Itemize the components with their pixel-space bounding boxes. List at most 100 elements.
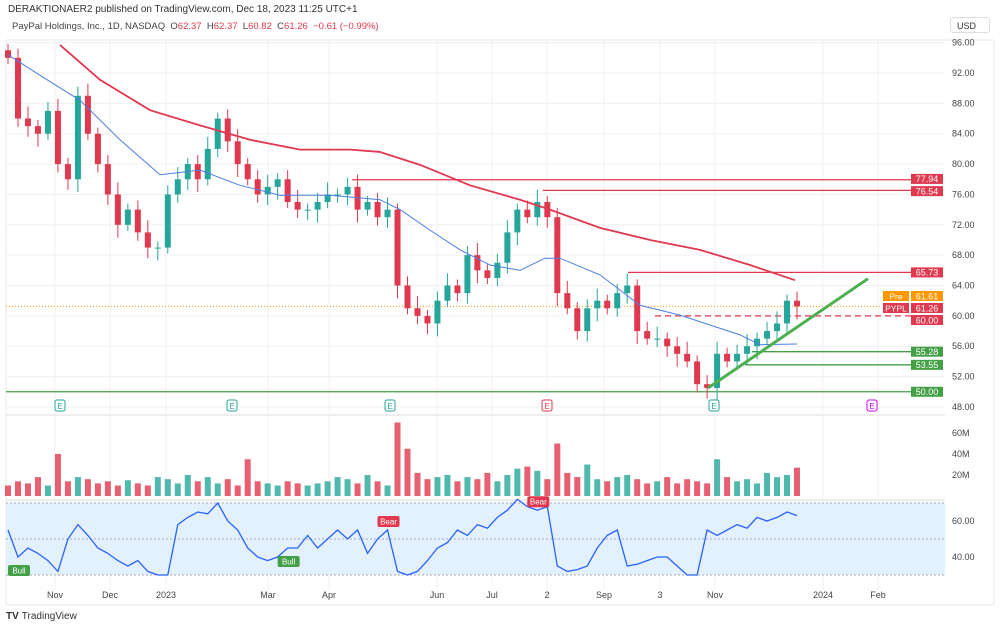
volume-bar xyxy=(274,485,281,496)
volume-bar xyxy=(64,481,71,496)
candle-body xyxy=(94,133,101,165)
open-value: 62.37 xyxy=(177,21,202,32)
candle-body xyxy=(474,255,481,271)
candle-body xyxy=(594,300,601,309)
candle-body xyxy=(314,202,321,210)
currency-button[interactable]: USD xyxy=(950,17,990,33)
candle-body xyxy=(454,285,461,294)
volume-bar xyxy=(344,479,351,496)
candle-body xyxy=(494,262,501,278)
volume-bar xyxy=(694,481,701,496)
volume-tick-label: 20M xyxy=(952,470,970,480)
ma-short-line xyxy=(7,54,798,346)
candle-body xyxy=(54,110,61,165)
volume-bar xyxy=(544,479,551,496)
candle-body xyxy=(114,194,121,225)
level-label: 65.73 xyxy=(916,268,939,278)
level-label: 50.00 xyxy=(916,387,939,397)
candle-body xyxy=(714,353,721,388)
candle-body xyxy=(694,361,701,385)
volume-bar xyxy=(364,475,371,496)
candle-body xyxy=(724,353,731,362)
candle-body xyxy=(424,315,431,324)
volume-bar xyxy=(604,481,611,496)
earnings-label: E xyxy=(229,402,234,411)
price-tick-label: 64.00 xyxy=(952,281,975,291)
candle-body xyxy=(554,217,561,294)
candle-body xyxy=(354,186,361,210)
candle-body xyxy=(504,232,511,263)
chart-frame xyxy=(5,39,995,606)
volume-bar xyxy=(724,477,731,496)
candle-body xyxy=(364,202,371,210)
rsi-line xyxy=(7,498,798,576)
candle-body xyxy=(564,293,571,309)
volume-bar xyxy=(214,483,221,496)
candle-body xyxy=(164,194,171,248)
volume-bar xyxy=(414,472,421,496)
volume-bar xyxy=(634,479,641,496)
earnings-marker xyxy=(384,399,396,412)
volume-bar xyxy=(104,481,111,496)
publish-header: DERAKTIONAER2 published on TradingView.c… xyxy=(8,4,358,15)
volume-bar xyxy=(394,422,401,496)
earnings-label: E xyxy=(869,402,874,411)
volume-bar xyxy=(514,468,521,496)
volume-bar xyxy=(684,479,691,496)
volume-bar xyxy=(384,485,391,496)
candle-body xyxy=(204,148,211,180)
candle-body xyxy=(14,57,21,119)
candle-body xyxy=(534,202,541,218)
earnings-label: E xyxy=(387,402,392,411)
x-tick-label: Jun xyxy=(430,590,445,600)
candle-body xyxy=(144,232,151,248)
volume-bar xyxy=(224,479,231,496)
volume-bar xyxy=(764,472,771,496)
volume-tick-label: 60M xyxy=(952,428,970,438)
change-value: −0.61 (−0.99%) xyxy=(313,21,379,32)
volume-bar xyxy=(194,481,201,496)
level-label: 60.00 xyxy=(916,315,939,325)
volume-bar xyxy=(74,477,81,496)
candle-body xyxy=(124,209,131,225)
candle-body xyxy=(764,331,771,339)
volume-tick-label: 40M xyxy=(952,449,970,459)
volume-bar xyxy=(704,483,711,496)
volume-bar xyxy=(444,475,451,496)
volume-bar xyxy=(654,481,661,496)
volume-bar xyxy=(534,470,541,496)
price-tick-label: 72.00 xyxy=(952,220,975,230)
x-tick-label: 2024 xyxy=(813,590,833,600)
volume-bar xyxy=(504,475,511,496)
price-tick-label: 48.00 xyxy=(952,402,975,412)
volume-bar xyxy=(284,481,291,496)
volume-bar xyxy=(584,464,591,496)
volume-bar xyxy=(204,477,211,496)
tradingview-logo[interactable]: TV TradingView xyxy=(6,611,77,622)
level-badge xyxy=(911,186,943,197)
volume-bar xyxy=(494,481,501,496)
candle-body xyxy=(584,308,591,332)
candle-body xyxy=(5,50,11,58)
pre-tag xyxy=(883,291,909,301)
price-tick-label: 80.00 xyxy=(952,159,975,169)
candle-body xyxy=(304,209,311,211)
close-label: C xyxy=(277,21,285,32)
earnings-marker xyxy=(708,399,720,412)
rsi-tick-label: 40.00 xyxy=(952,552,975,562)
candle-body xyxy=(324,194,331,203)
close-value: 61.26 xyxy=(284,21,308,32)
candle-body xyxy=(624,285,631,294)
volume-bar xyxy=(124,480,131,496)
low-value: 60.82 xyxy=(248,21,272,32)
candle-body xyxy=(734,353,741,362)
low-label: L xyxy=(242,21,249,32)
symbol-legend: PayPal Holdings, Inc., 1D, NASDAQ O62.37… xyxy=(12,21,379,32)
candle-body xyxy=(254,179,261,195)
level-label: 53.55 xyxy=(916,360,939,370)
volume-bar xyxy=(594,479,601,496)
volume-bar xyxy=(564,472,571,496)
volume-bar xyxy=(644,483,651,496)
volume-bar xyxy=(744,479,751,496)
